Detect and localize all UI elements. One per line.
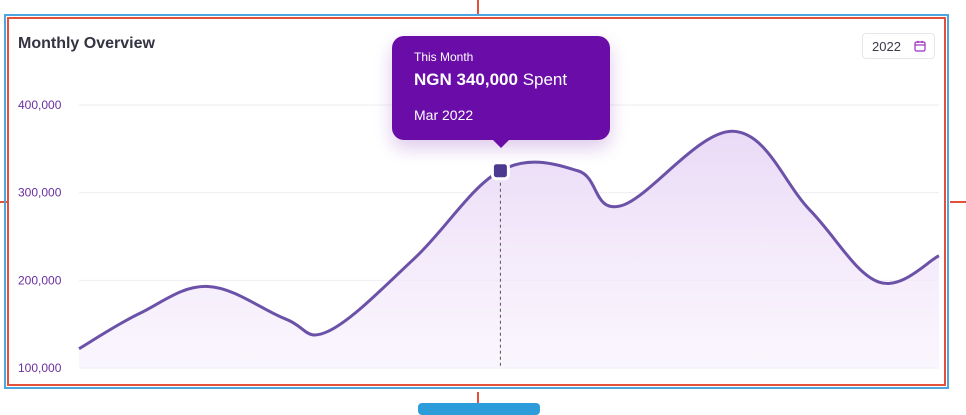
tooltip-amount: NGN 340,000 [414, 70, 518, 89]
y-tick-label: 100,000 [18, 361, 62, 375]
guide-line-top [477, 0, 479, 16]
selection-handle[interactable] [418, 403, 540, 415]
y-tick-label: 200,000 [18, 273, 62, 287]
tooltip-label: This Month [414, 50, 474, 64]
chart-area-fill [79, 131, 939, 368]
guide-line-left [0, 201, 7, 203]
tooltip-date: Mar 2022 [414, 107, 474, 123]
tooltip-suffix: Spent [522, 70, 568, 89]
calendar-icon [914, 40, 926, 52]
selection-frame [4, 14, 949, 389]
chart-line [78, 129, 940, 351]
chart-tooltip: This Month NGN 340,000 Spent Mar 2022 [392, 36, 610, 148]
y-tick-label: 300,000 [18, 186, 62, 200]
y-tick-label: 400,000 [18, 98, 62, 112]
overview-chart: 400,000 300,000 200,000 100,000 [18, 98, 940, 375]
card-title: Monthly Overview [18, 35, 155, 52]
guide-line-right [950, 201, 966, 203]
highlight-point-marker[interactable] [490, 161, 510, 181]
year-value: 2022 [872, 38, 901, 54]
tooltip-value: NGN 340,000 Spent [414, 70, 567, 90]
guide-line-bottom [477, 392, 479, 408]
year-picker[interactable]: 2022 [862, 33, 935, 59]
monthly-overview-card: Monthly Overview 2022 400,000 300,000 200,… [7, 17, 946, 386]
